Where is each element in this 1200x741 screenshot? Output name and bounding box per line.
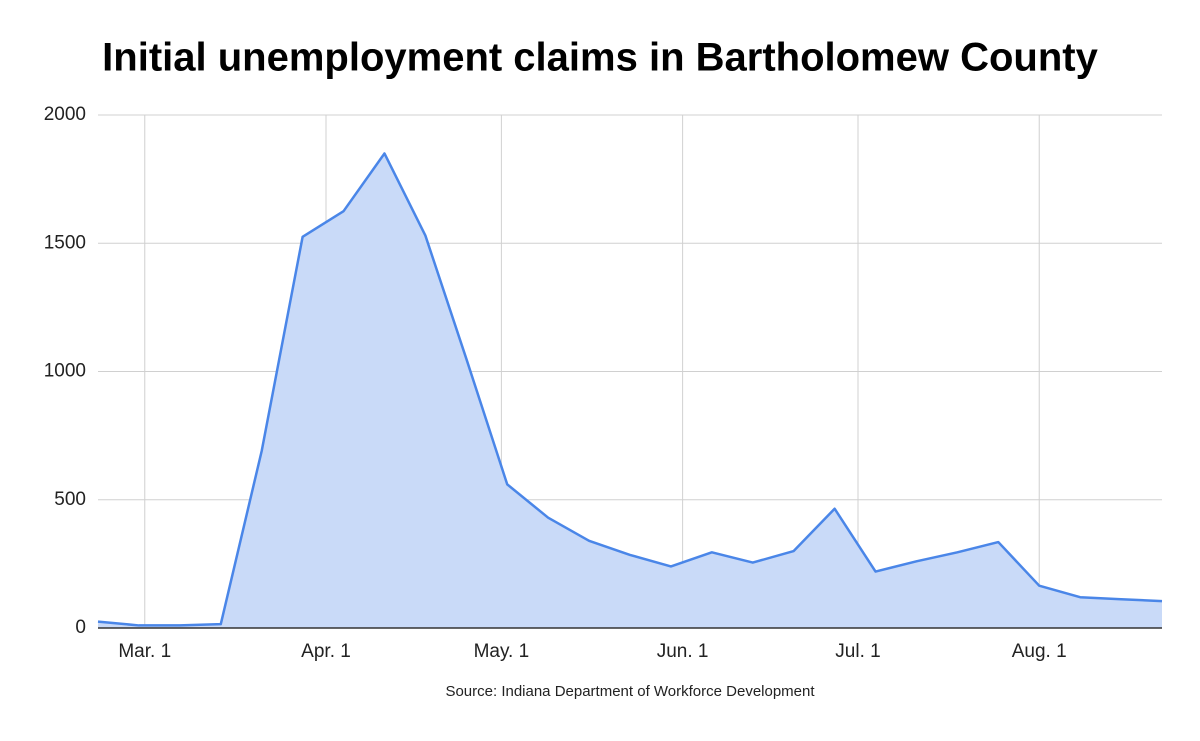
x-tick-label: Aug. 1 xyxy=(1012,641,1067,662)
y-tick-label: 500 xyxy=(54,489,86,510)
y-tick-label: 2000 xyxy=(44,104,86,125)
x-tick-label: Mar. 1 xyxy=(118,641,171,662)
chart-title: Initial unemployment claims in Bartholom… xyxy=(102,36,1098,80)
x-tick-label: Apr. 1 xyxy=(301,641,351,662)
y-tick-label: 1500 xyxy=(44,232,86,253)
y-tick-label: 0 xyxy=(75,617,86,638)
source-note: Source: Indiana Department of Workforce … xyxy=(445,683,815,700)
y-tick-label: 1000 xyxy=(44,361,86,382)
area-fill xyxy=(98,153,1162,628)
line xyxy=(97,152,1163,627)
x-tick-label: Jul. 1 xyxy=(835,641,880,662)
x-tick-label: May. 1 xyxy=(474,641,530,662)
x-tick-label: Jun. 1 xyxy=(657,641,709,662)
